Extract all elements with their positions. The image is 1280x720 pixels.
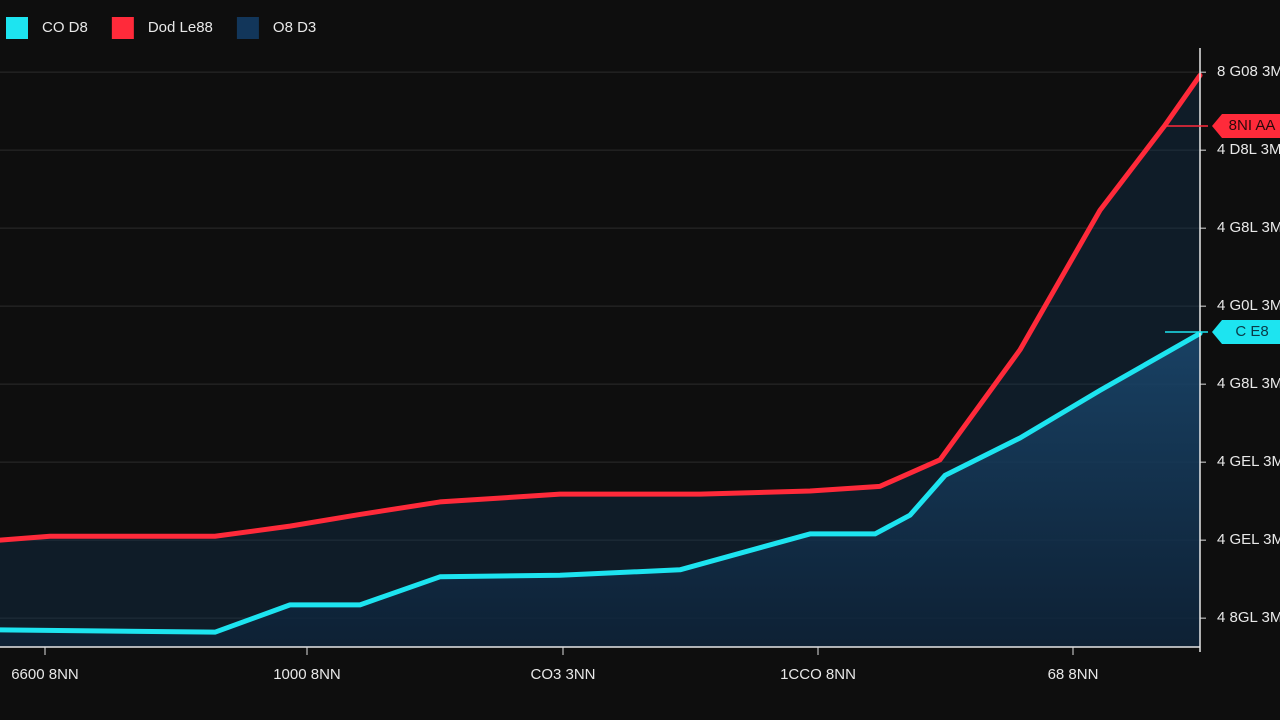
y-tick-label: 4 G8L 3M (1217, 375, 1280, 392)
legend-swatch (6, 17, 28, 39)
x-tick-label: CO3 3NN (530, 666, 595, 683)
area (0, 333, 1200, 647)
line (0, 330, 1203, 635)
price-tag-label: 8NI AA (1229, 117, 1276, 134)
y-tick-label: 4 D8L 3M (1217, 141, 1280, 158)
price-tag (1212, 114, 1280, 138)
legend-label: CO D8 (42, 19, 88, 36)
y-tick-label: 4 G8L 3M (1217, 219, 1280, 236)
legend-label: O8 D3 (273, 19, 316, 36)
area (0, 75, 1200, 648)
y-tick-label: 4 GEL 3M (1217, 531, 1280, 548)
legend-swatch (236, 17, 259, 39)
y-tick-label: 4 8GL 3M (1217, 609, 1280, 626)
legend: CO D8 Dod Le88 O8 D3 (6, 17, 316, 39)
x-tick-label: 68 8NN (1048, 666, 1099, 683)
x-tick-label: 6600 8NN (11, 666, 79, 683)
y-tick-label: 4 GEL 3M (1217, 453, 1280, 470)
legend-swatch (111, 17, 134, 39)
x-tick-label: 1CCO 8NN (780, 666, 856, 683)
price-tag-label: C E8 (1235, 323, 1268, 340)
x-tick-label: 1000 8NN (273, 666, 341, 683)
price-tag (1212, 320, 1280, 344)
line (0, 72, 1203, 543)
y-tick-label: 8 G08 3M (1217, 63, 1280, 80)
legend-label: Dod Le88 (148, 19, 213, 36)
y-tick-label: 4 G0L 3M (1217, 297, 1280, 314)
